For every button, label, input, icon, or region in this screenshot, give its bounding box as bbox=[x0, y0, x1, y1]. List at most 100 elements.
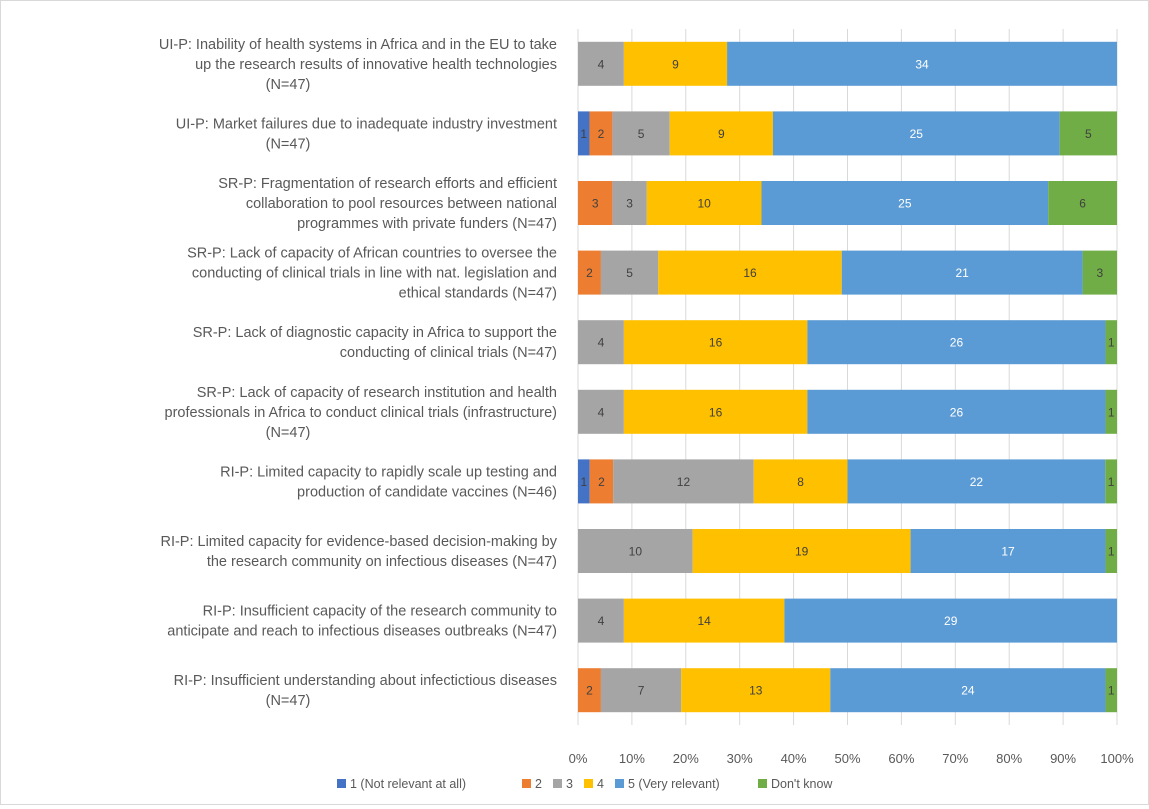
data-label: 12 bbox=[677, 475, 691, 489]
category-label: RI-P: Insufficient capacity of the resea… bbox=[167, 604, 557, 640]
bar-segment bbox=[578, 668, 601, 713]
data-label: 9 bbox=[718, 127, 725, 141]
data-label: 25 bbox=[898, 197, 912, 211]
x-tick-label: 0% bbox=[569, 751, 588, 766]
x-tick-label: 20% bbox=[673, 751, 699, 766]
category-label: SR-P: Lack of capacity of African countr… bbox=[187, 246, 557, 302]
legend-label: 1 (Not relevant at all) bbox=[350, 777, 466, 791]
bar-segment bbox=[1082, 250, 1117, 295]
bar-segment bbox=[578, 111, 590, 156]
bar-segment bbox=[578, 181, 613, 225]
data-label: 2 bbox=[586, 684, 593, 698]
bar-segment bbox=[600, 668, 682, 713]
data-label: 17 bbox=[1001, 545, 1015, 559]
legend-label: 4 bbox=[597, 777, 604, 791]
legend-swatch bbox=[758, 779, 767, 788]
data-label: 13 bbox=[749, 684, 763, 698]
data-label: 4 bbox=[598, 614, 605, 628]
data-label: 1 bbox=[1108, 336, 1115, 350]
bar-segment bbox=[612, 111, 670, 156]
legend-label: 5 (Very relevant) bbox=[628, 777, 720, 791]
bar-segment bbox=[807, 389, 1106, 434]
bar-segment bbox=[612, 181, 647, 225]
bar-segment bbox=[613, 459, 754, 504]
data-label: 1 bbox=[580, 127, 587, 141]
x-tick-label: 90% bbox=[1050, 751, 1076, 766]
bar-segment bbox=[623, 389, 808, 434]
data-label: 25 bbox=[910, 127, 924, 141]
bar-segment bbox=[589, 111, 613, 156]
bar-segment bbox=[772, 111, 1060, 156]
data-label: 5 bbox=[626, 266, 633, 280]
bar-segment bbox=[578, 389, 624, 434]
bar-segment bbox=[600, 250, 659, 295]
legend-swatch bbox=[584, 779, 593, 788]
data-label: 29 bbox=[944, 614, 958, 628]
x-tick-label: 70% bbox=[942, 751, 968, 766]
data-label: 3 bbox=[626, 197, 633, 211]
bar-segment bbox=[681, 668, 831, 713]
data-label: 4 bbox=[598, 405, 605, 419]
bar-segment bbox=[910, 529, 1106, 573]
category-label: SR-P: Lack of diagnostic capacity in Afr… bbox=[193, 325, 557, 361]
category-label: SR-P: Fragmentation of research efforts … bbox=[218, 176, 557, 232]
bar-segment bbox=[1105, 668, 1117, 713]
data-label: 1 bbox=[1108, 684, 1115, 698]
legend-label: 2 bbox=[535, 777, 542, 791]
legend-swatch bbox=[553, 779, 562, 788]
bar-segment bbox=[589, 459, 614, 504]
legend-label: 3 bbox=[566, 777, 573, 791]
data-label: 34 bbox=[915, 57, 929, 71]
category-label: SR-P: Lack of capacity of research insti… bbox=[165, 385, 557, 441]
data-label: 22 bbox=[970, 475, 984, 489]
bar-segment bbox=[578, 320, 624, 365]
bar-segment bbox=[692, 529, 911, 573]
category-label: UI-P: Market failures due to inadequate … bbox=[176, 116, 557, 152]
bar-segment bbox=[1105, 459, 1117, 504]
bar-segment bbox=[1105, 389, 1117, 434]
x-tick-label: 40% bbox=[781, 751, 807, 766]
data-label: 16 bbox=[709, 336, 723, 350]
bar-segment bbox=[830, 668, 1106, 713]
category-labels: UI-P: Inability of health systems in Afr… bbox=[159, 37, 558, 709]
bar-segment bbox=[578, 529, 693, 573]
x-tick-label: 30% bbox=[727, 751, 753, 766]
data-label: 2 bbox=[598, 127, 605, 141]
bar-segment bbox=[761, 181, 1049, 225]
data-label: 14 bbox=[697, 614, 711, 628]
x-tick-label: 10% bbox=[619, 751, 645, 766]
data-label: 5 bbox=[638, 127, 645, 141]
x-tick-label: 50% bbox=[834, 751, 860, 766]
data-label: 16 bbox=[709, 405, 723, 419]
bar-segment bbox=[841, 250, 1083, 295]
bar-segment bbox=[1105, 529, 1117, 573]
data-label: 8 bbox=[797, 475, 804, 489]
data-label: 1 bbox=[581, 475, 588, 489]
data-label: 9 bbox=[672, 57, 679, 71]
x-tick-label: 100% bbox=[1100, 751, 1134, 766]
legend-label: Don't know bbox=[771, 777, 833, 791]
data-label: 26 bbox=[950, 405, 964, 419]
x-axis-ticks: 0% 10% 20% 30% 40% 50% 60% 70% 80% 90% 100% bbox=[569, 751, 1134, 766]
data-label: 21 bbox=[956, 266, 970, 280]
bar-segment bbox=[578, 598, 624, 643]
bar-segment bbox=[623, 598, 785, 643]
data-label: 6 bbox=[1079, 197, 1086, 211]
legend-swatch bbox=[337, 779, 346, 788]
bar-segment bbox=[1105, 320, 1117, 365]
category-label: UI-P: Inability of health systems in Afr… bbox=[159, 37, 557, 93]
data-label: 3 bbox=[592, 197, 599, 211]
bar-segment bbox=[646, 181, 762, 225]
bars: 4 9 341 2 5 9 25 53 3 10 25 62 5 16 21 34 16 26 14 16 26 11 2 1… bbox=[578, 41, 1117, 713]
category-label: RI-P: Limited capacity to rapidly scale … bbox=[220, 464, 557, 500]
bar-segment bbox=[623, 320, 808, 365]
bar-segment bbox=[578, 41, 624, 86]
data-label: 2 bbox=[598, 475, 605, 489]
category-label: RI-P: Limited capacity for evidence-base… bbox=[160, 534, 557, 570]
x-tick-label: 80% bbox=[996, 751, 1022, 766]
data-label: 1 bbox=[1108, 405, 1115, 419]
x-tick-label: 60% bbox=[888, 751, 914, 766]
data-label: 19 bbox=[795, 545, 809, 559]
bar-segment bbox=[784, 598, 1117, 643]
